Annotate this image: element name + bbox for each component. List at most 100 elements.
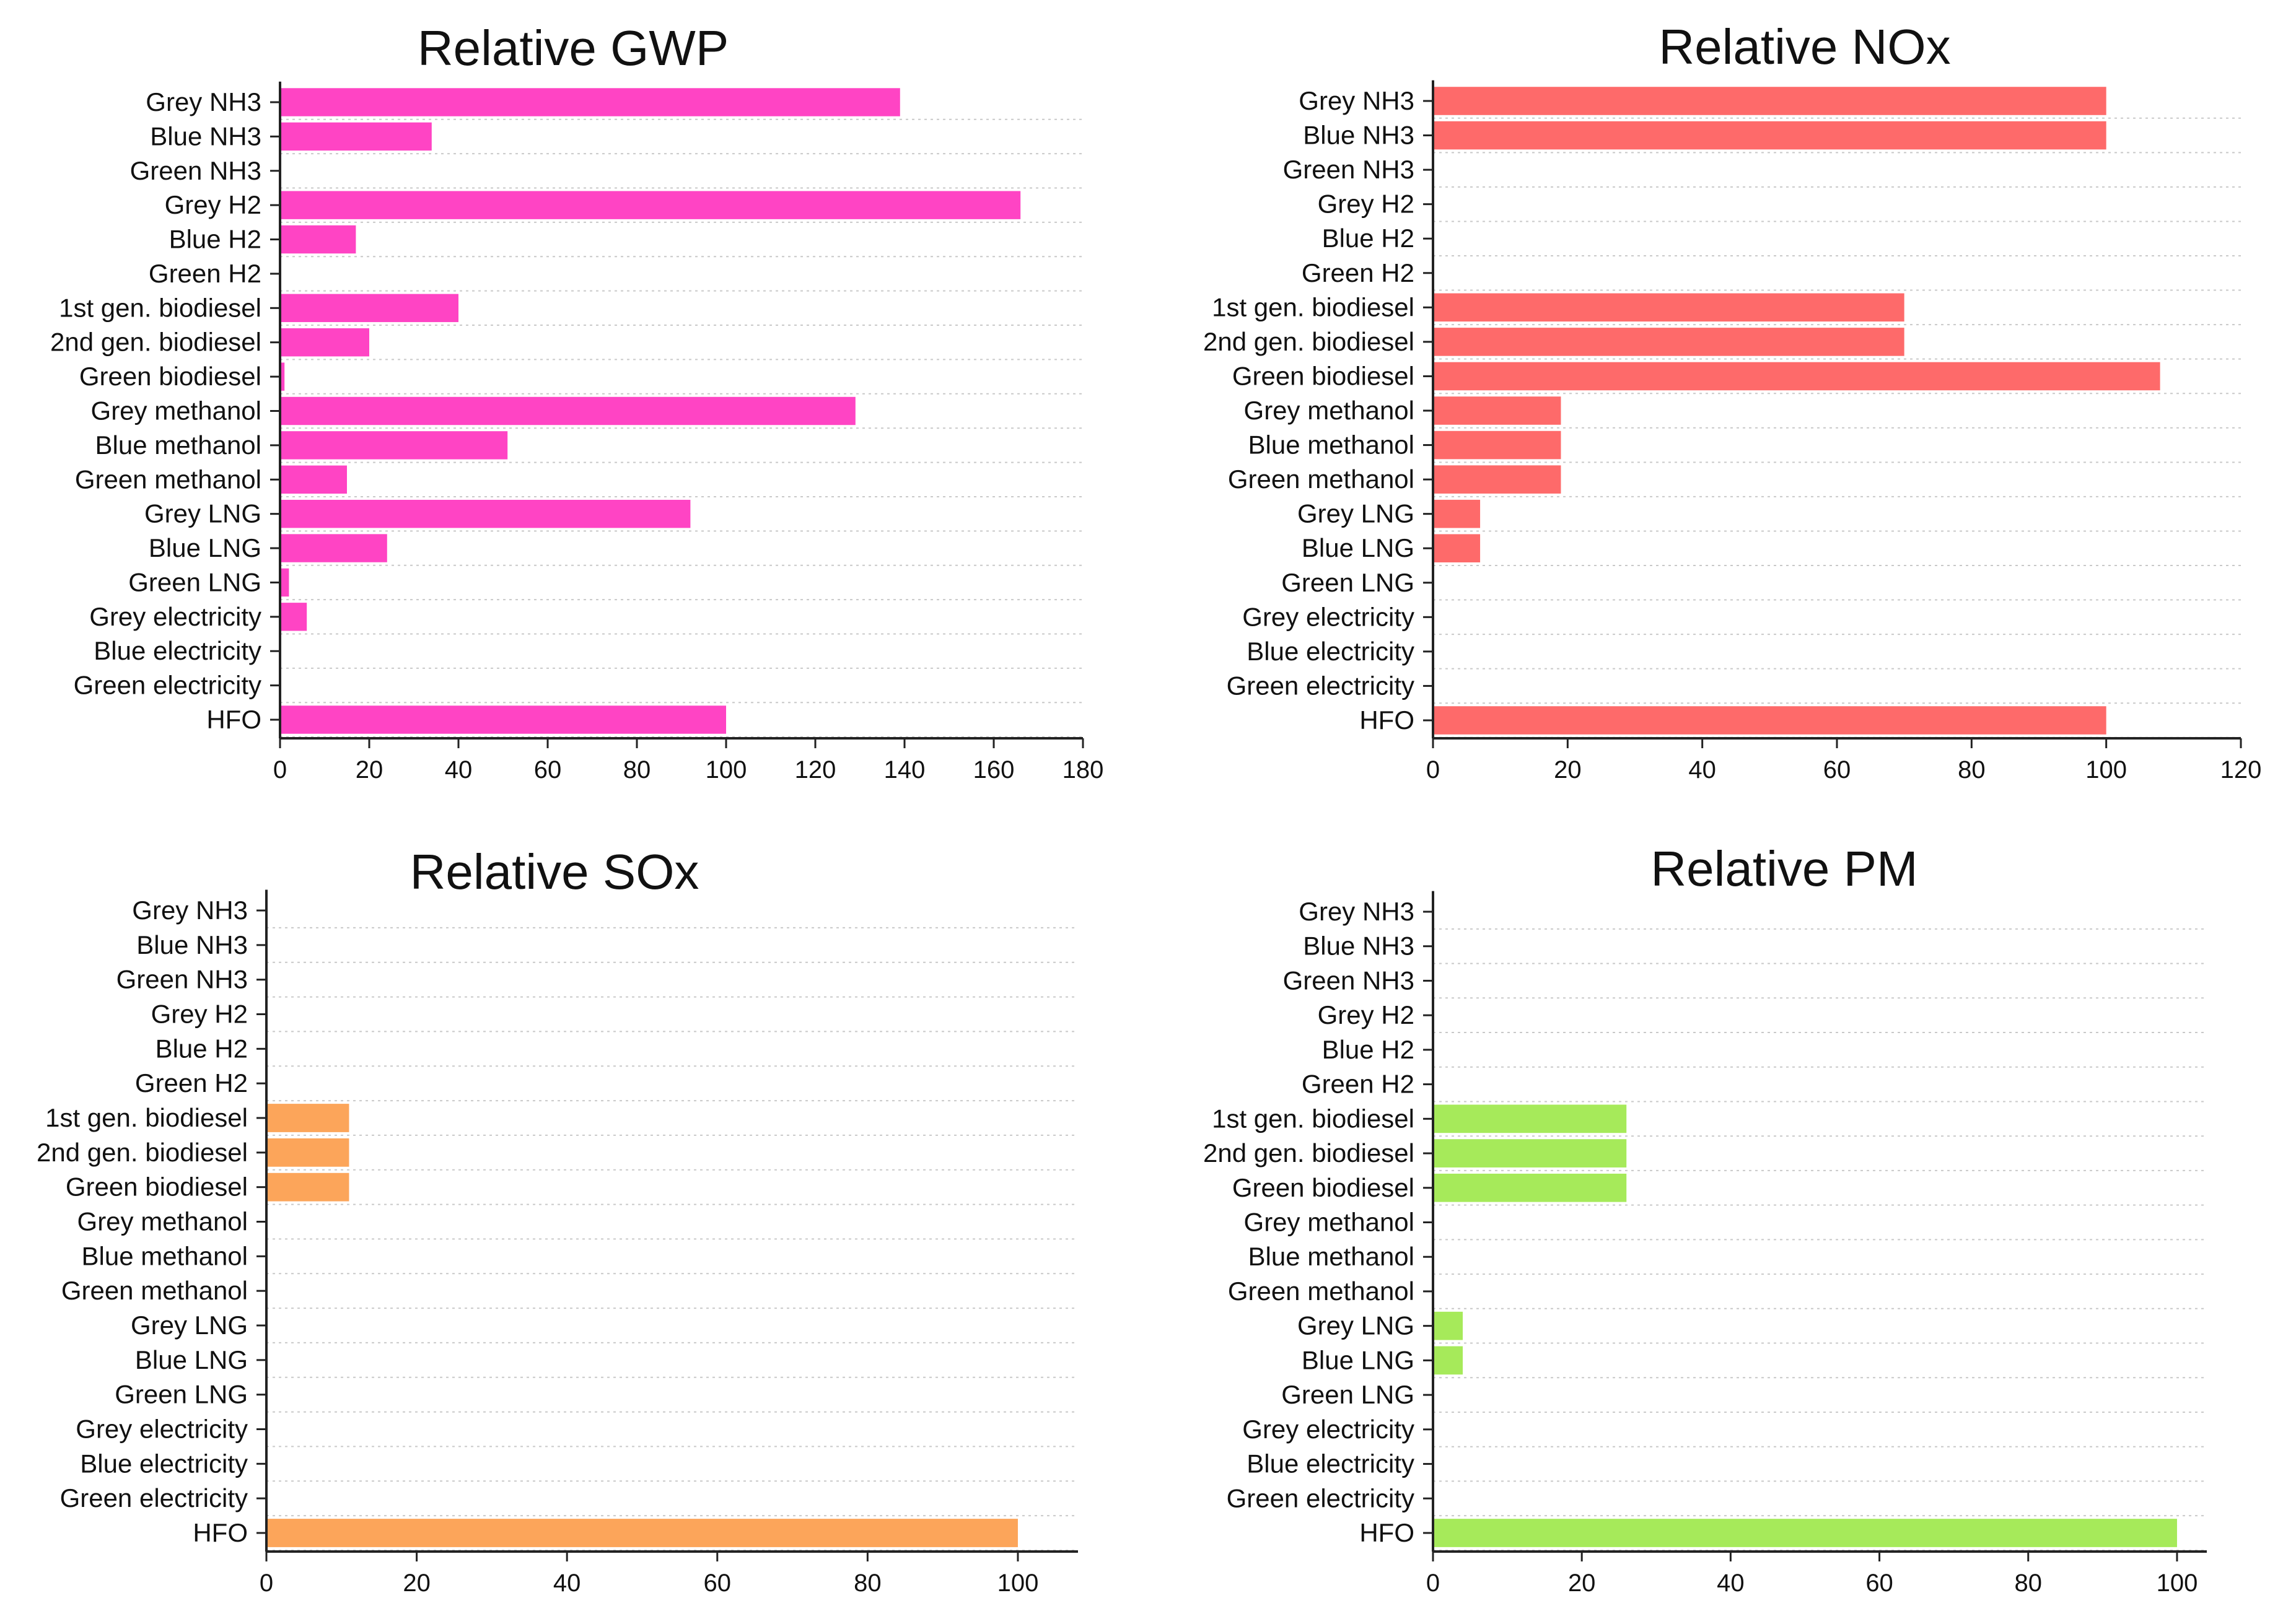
gwp-category-label: Grey methanol	[91, 396, 261, 426]
gwp-x-tick-label: 40	[445, 756, 473, 784]
nox-category-label: Green methanol	[1228, 465, 1414, 494]
gwp-category-label: Blue LNG	[149, 533, 261, 562]
pm-category-label: Green electricity	[1227, 1483, 1414, 1513]
nox-bar	[1433, 328, 1904, 356]
pm-category-label: Blue LNG	[1302, 1345, 1414, 1374]
gwp-category-label: Green LNG	[128, 567, 261, 596]
gwp-category-label: Grey H2	[165, 190, 261, 219]
gwp-category-label: Green NH3	[130, 156, 261, 185]
sox-category-label: Green electricity	[60, 1483, 248, 1513]
nox-panel: Relative NOx Grey NH3 Blue NH3 Green NH3 Gr…	[1203, 19, 2261, 784]
sox-category-label: HFO	[193, 1518, 248, 1547]
sox-title: Relative SOx	[410, 844, 699, 899]
nox-bar	[1433, 465, 1561, 494]
nox-category-label: Blue electricity	[1247, 637, 1414, 666]
gwp-category-label: Blue H2	[169, 225, 261, 254]
sox-bar	[266, 1138, 349, 1167]
pm-x-tick-label: 20	[1568, 1569, 1596, 1597]
nox-category-label: Blue methanol	[1248, 430, 1414, 460]
pm-x-tick-label: 40	[1717, 1569, 1745, 1597]
gwp-category-label: Grey LNG	[144, 499, 261, 528]
pm-category-label: Green NH3	[1283, 966, 1414, 995]
gwp-category-label: Blue NH3	[150, 121, 261, 151]
nox-category-label: Grey H2	[1318, 190, 1414, 219]
pm-category-label: Blue methanol	[1248, 1242, 1414, 1271]
pm-category-label: Blue NH3	[1303, 932, 1414, 961]
nox-x-tick-label: 60	[1823, 756, 1851, 784]
pm-category-label: Grey H2	[1318, 1000, 1414, 1029]
gwp-panel: Relative GWP Grey NH3 Blue NH3 Green NH3 Gr…	[50, 20, 1103, 784]
sox-category-label: Blue electricity	[80, 1449, 248, 1478]
sox-category-label: Grey H2	[151, 1000, 248, 1029]
sox-x-tick-label: 40	[553, 1569, 581, 1597]
gwp-x-tick-label: 160	[973, 756, 1015, 784]
pm-panel: Relative PM Grey NH3 Blue NH3 Green NH3 Gre…	[1203, 841, 2207, 1597]
sox-category-label: Blue LNG	[135, 1345, 248, 1374]
sox-category-label: Grey LNG	[131, 1311, 248, 1340]
gwp-category-label: HFO	[206, 705, 261, 734]
nox-category-label: Green electricity	[1227, 671, 1414, 700]
nox-bar	[1433, 534, 1481, 562]
sox-x-tick-label: 60	[704, 1569, 732, 1597]
nox-category-label: Blue NH3	[1303, 121, 1414, 150]
nox-bar	[1433, 430, 1561, 460]
gwp-bar	[280, 705, 726, 734]
gwp-bar	[280, 294, 458, 323]
nox-title: Relative NOx	[1659, 19, 1950, 74]
pm-title: Relative PM	[1650, 841, 1917, 896]
gwp-title: Relative GWP	[418, 20, 729, 76]
nox-bar	[1433, 499, 1481, 528]
sox-x-tick-label: 100	[997, 1569, 1039, 1597]
gwp-bar	[280, 534, 387, 562]
nox-category-label: Green LNG	[1281, 568, 1414, 597]
pm-category-label: Grey NH3	[1299, 897, 1414, 926]
gwp-category-label: Green methanol	[75, 465, 261, 494]
gwp-bar	[280, 465, 347, 494]
nox-bar	[1433, 293, 1904, 322]
pm-category-label: Grey LNG	[1297, 1311, 1414, 1340]
gwp-x-tick-label: 140	[884, 756, 926, 784]
nox-x-tick-label: 20	[1554, 756, 1582, 784]
sox-category-label: Green biodiesel	[66, 1172, 248, 1202]
nox-bar	[1433, 87, 2106, 115]
nox-category-label: Grey methanol	[1244, 396, 1414, 425]
sox-category-label: Blue methanol	[81, 1241, 248, 1270]
sox-panel: Relative SOx Grey NH3 Blue NH3 Green NH3 Gr…	[37, 844, 1078, 1597]
gwp-category-label: Green H2	[149, 259, 261, 288]
sox-category-label: Green H2	[135, 1068, 248, 1098]
nox-bar	[1433, 362, 2160, 391]
sox-category-label: 1st gen. biodiesel	[45, 1103, 248, 1132]
nox-category-label: Green NH3	[1283, 155, 1414, 184]
pm-category-label: Green H2	[1302, 1070, 1414, 1099]
nox-x-tick-label: 0	[1426, 756, 1440, 784]
pm-category-label: 2nd gen. biodiesel	[1203, 1138, 1414, 1168]
pm-bar	[1433, 1173, 1627, 1202]
nox-category-label: HFO	[1359, 705, 1414, 735]
nox-category-label: Blue LNG	[1302, 533, 1414, 562]
gwp-bar	[280, 362, 285, 391]
pm-x-tick-label: 0	[1426, 1569, 1440, 1597]
sox-category-label: Grey methanol	[77, 1207, 248, 1236]
sox-bar	[266, 1519, 1018, 1547]
gwp-x-tick-label: 180	[1063, 756, 1104, 784]
pm-bar	[1433, 1346, 1463, 1375]
pm-category-label: Blue H2	[1322, 1035, 1414, 1064]
nox-category-label: 2nd gen. biodiesel	[1203, 327, 1414, 356]
nox-x-tick-label: 120	[2220, 756, 2262, 784]
nox-category-label: Grey NH3	[1299, 86, 1414, 115]
gwp-category-label: 1st gen. biodiesel	[59, 293, 261, 322]
nox-category-label: Grey electricity	[1242, 602, 1414, 631]
gwp-x-tick-label: 0	[273, 756, 287, 784]
gwp-bar	[280, 499, 691, 528]
pm-category-label: Grey methanol	[1244, 1208, 1414, 1237]
gwp-bar	[280, 396, 856, 426]
pm-bar	[1433, 1104, 1627, 1133]
pm-category-label: HFO	[1359, 1518, 1414, 1547]
sox-category-label: Grey electricity	[76, 1415, 248, 1444]
sox-x-tick-label: 80	[854, 1569, 882, 1597]
gwp-category-label: Green electricity	[74, 671, 261, 700]
pm-category-label: Green biodiesel	[1232, 1173, 1414, 1202]
pm-x-tick-label: 60	[1865, 1569, 1893, 1597]
nox-category-label: Blue H2	[1322, 224, 1414, 253]
